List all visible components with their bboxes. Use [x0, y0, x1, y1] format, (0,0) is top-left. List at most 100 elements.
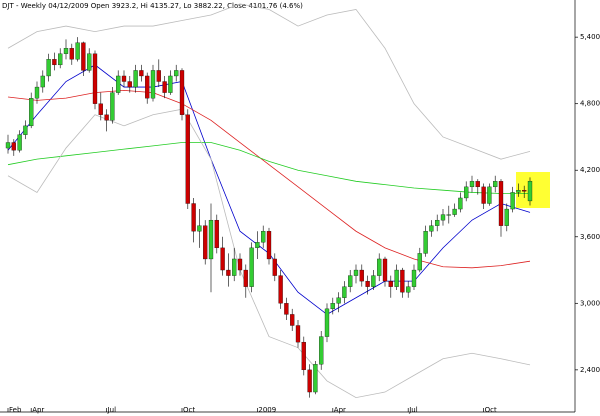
- candle-body: [336, 297, 341, 304]
- candle-body: [75, 42, 80, 60]
- y-tick-label: 3,600: [580, 233, 600, 241]
- candle-body: [429, 225, 434, 232]
- y-tick-label: 4,800: [580, 100, 600, 108]
- candle-body: [301, 341, 306, 371]
- candle-body: [487, 186, 492, 204]
- y-tick-label: 3,000: [580, 299, 600, 307]
- indicator-line: [7, 142, 530, 194]
- candle-body: [475, 181, 480, 188]
- highlight-box: [516, 172, 550, 208]
- candle-body: [237, 258, 243, 271]
- candle-body: [98, 103, 103, 115]
- candle-body: [150, 70, 156, 99]
- candle-body: [435, 219, 440, 226]
- x-tick-label: Oct: [485, 406, 497, 414]
- candle-body: [174, 70, 179, 77]
- candle-body: [284, 303, 289, 315]
- candle-body: [255, 242, 260, 249]
- candle-body: [516, 190, 521, 193]
- candle-body: [417, 253, 422, 271]
- candle-body: [58, 53, 63, 66]
- candle-body: [232, 258, 237, 276]
- x-tick-label: Oct: [183, 406, 195, 414]
- candle-body: [46, 59, 51, 77]
- y-tick-label: 4,200: [580, 166, 600, 174]
- candle-body: [353, 269, 359, 276]
- candle-body: [191, 203, 196, 232]
- candle-body: [69, 48, 74, 60]
- candle-body: [388, 280, 393, 287]
- candle-body: [371, 275, 376, 287]
- candle-body: [266, 231, 272, 260]
- candle-body: [504, 208, 509, 226]
- candle-body: [400, 269, 405, 293]
- x-tick-label: Feb: [9, 406, 22, 414]
- x-tick-label: Jul: [408, 406, 418, 414]
- candle-body: [493, 181, 498, 188]
- candle-body: [313, 364, 318, 393]
- candle-body: [365, 280, 370, 287]
- candle-body: [139, 70, 144, 77]
- candle-body: [278, 275, 283, 304]
- candle-body: [464, 186, 469, 199]
- indicator-line: [7, 3, 531, 160]
- candle-body: [203, 225, 208, 260]
- candle-body: [295, 325, 301, 343]
- candle-body: [104, 114, 109, 121]
- candle-body: [348, 275, 353, 287]
- candle-body: [359, 269, 364, 282]
- candle-body: [179, 70, 185, 115]
- y-tick-label: 5,400: [580, 33, 600, 41]
- candle-body: [249, 247, 254, 287]
- candle-body: [162, 81, 167, 93]
- candle-body: [423, 231, 428, 254]
- candle-body: [394, 269, 399, 287]
- candle-body: [29, 97, 34, 127]
- candle-body: [510, 192, 515, 210]
- y-tick-label: 2,400: [580, 366, 600, 374]
- candle-body: [145, 75, 150, 99]
- candle-body: [92, 53, 98, 104]
- candle-body: [17, 134, 22, 151]
- candle-body: [185, 114, 190, 204]
- candle-body: [272, 258, 277, 276]
- candle-body: [342, 286, 347, 298]
- candle-body: [330, 303, 335, 310]
- candle-body: [63, 48, 69, 54]
- candle-body: [382, 258, 388, 282]
- candle-body: [214, 219, 219, 249]
- candle-body: [197, 225, 202, 232]
- candle-body: [307, 369, 312, 393]
- candle-body: [34, 86, 40, 99]
- candle-body: [156, 70, 161, 82]
- candle-body: [481, 186, 486, 204]
- candle-body: [133, 70, 138, 88]
- x-tick-label: Apr: [32, 406, 44, 414]
- candle-body: [469, 181, 475, 188]
- candle-body: [5, 142, 11, 149]
- candle-body: [208, 219, 214, 260]
- candle-body: [52, 59, 57, 66]
- candle-body: [324, 308, 330, 337]
- candle-body: [81, 42, 86, 71]
- x-tick-label: Apr: [334, 406, 346, 414]
- candle-body: [116, 75, 121, 93]
- indicator-line: [7, 108, 531, 399]
- candle-body: [522, 190, 527, 192]
- candle-body: [261, 231, 266, 243]
- candle-body: [226, 269, 231, 276]
- candle-body: [11, 142, 16, 151]
- candle-body: [87, 53, 92, 71]
- candle-body: [319, 336, 324, 365]
- candle-body: [377, 258, 382, 276]
- candle-body: [23, 125, 28, 135]
- chart-title: DJT - Weekly 04/12/2009 Open 3923.2, Hi …: [2, 2, 303, 10]
- x-tick-label: Jul: [107, 406, 117, 414]
- candle-body: [446, 214, 451, 216]
- candle-body: [110, 92, 115, 121]
- candle-body: [440, 214, 446, 221]
- candle-body: [168, 75, 173, 93]
- x-tick-label: 2009: [258, 406, 276, 414]
- candle-body: [411, 269, 417, 287]
